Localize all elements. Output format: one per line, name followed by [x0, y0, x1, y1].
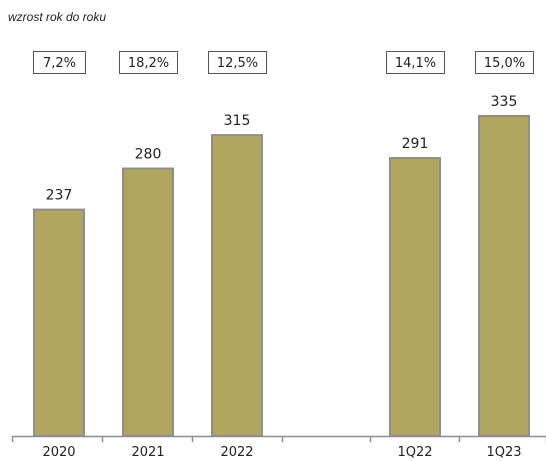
bar-2020	[33, 208, 85, 437]
growth-box	[119, 51, 178, 74]
growth-label: 15,0%	[484, 56, 525, 71]
chart-subtitle: wzrost rok do roku	[8, 10, 106, 24]
growth-label: 12,5%	[217, 56, 258, 71]
bar-value-label: 280	[135, 147, 162, 163]
x-tick-label: 1Q23	[486, 445, 521, 460]
bar-2021	[122, 167, 174, 437]
growth-label: 14,1%	[395, 56, 436, 71]
bar-value-label: 335	[491, 94, 518, 110]
x-tick-label: 2020	[42, 445, 75, 460]
growth-box	[33, 51, 86, 74]
bar-1q22	[389, 157, 441, 437]
growth-box	[475, 51, 534, 74]
x-tick-label: 2021	[131, 445, 164, 460]
bar-2022	[211, 134, 263, 437]
growth-box	[208, 51, 267, 74]
growth-label: 7,2%	[43, 56, 76, 71]
growth-label: 18,2%	[128, 56, 169, 71]
bar-value-label: 237	[46, 188, 73, 204]
bar-1q23	[478, 115, 530, 437]
bar-value-label: 291	[402, 136, 429, 152]
x-tick-label: 1Q22	[397, 445, 432, 460]
bar-value-label: 315	[224, 113, 251, 129]
x-tick-label: 2022	[220, 445, 253, 460]
growth-box	[386, 51, 445, 74]
